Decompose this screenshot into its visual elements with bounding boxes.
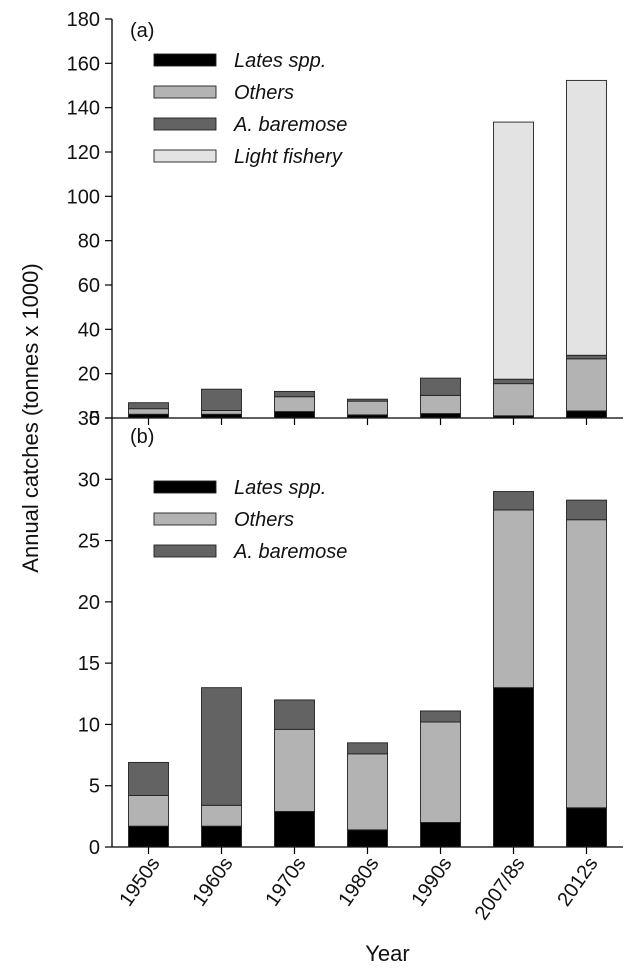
y-tick-label: 20 (78, 364, 100, 386)
bar-a-baremose-2012s (566, 499, 607, 521)
legend-swatch-lates-spp (153, 53, 217, 67)
bar-others-1980s (347, 400, 388, 416)
bar-others-2012s (566, 519, 607, 809)
bar-lates-spp-1970s (274, 411, 315, 419)
bar-a-baremose-1950s (128, 402, 169, 410)
bar-others-1980s (347, 753, 388, 831)
bar-a-baremose-1980s (347, 742, 388, 755)
bar-a-baremose-1960s (201, 687, 242, 806)
legend-swatch-a-baremose (153, 544, 217, 558)
y-tick-label: 15 (78, 653, 100, 675)
legend-label-a-baremose: A. baremose (233, 114, 347, 136)
bar-a-baremose-2007-8s (493, 491, 534, 511)
x-tick-label: 1960s (188, 853, 237, 910)
bar-others-2012s (566, 358, 607, 412)
legend-label-lates-spp: Lates spp. (234, 50, 326, 72)
panel-label: (a) (130, 20, 154, 42)
legend-swatch-others (153, 85, 217, 99)
bar-lates-spp-1980s (347, 414, 388, 419)
y-tick-label: 40 (78, 319, 100, 341)
bar-lates-spp-1950s (128, 413, 169, 419)
bar-others-2007-8s (493, 509, 534, 689)
bar-others-1960s (201, 410, 242, 415)
bar-a-baremose-1970s (274, 699, 315, 730)
bar-a-baremose-1950s (128, 761, 169, 796)
bar-a-baremose-1990s (420, 377, 461, 396)
y-tick-label: 35 (78, 408, 100, 430)
y-tick-label: 120 (67, 142, 100, 164)
bar-others-1950s (128, 408, 169, 415)
bar-lates-spp-1950s (128, 825, 169, 848)
legend-swatch-light-fishery (153, 149, 217, 163)
y-tick-label: 100 (67, 186, 100, 208)
bar-others-1990s (420, 394, 461, 415)
legend-swatch-lates-spp (153, 480, 217, 494)
panel-a: 0 20 40 60 80 100 120 140 160 180 (a) Lates spp. Oth… (67, 9, 623, 430)
bar-lates-spp-2012s (566, 807, 607, 848)
bar-others-1970s (274, 396, 315, 413)
legend-swatch-a-baremose (153, 117, 217, 131)
x-tick-label: 1980s (334, 853, 383, 910)
y-tick-label: 5 (89, 776, 100, 798)
legend-label-lates-spp: Lates spp. (234, 477, 326, 499)
y-tick-label: 160 (67, 53, 100, 75)
bar-a-baremose-1980s (347, 398, 388, 402)
panel-b: 0 5 10 15 20 25 30 35 (b) Lates spp. Others A. bare… (78, 408, 623, 859)
y-tick-label: 20 (78, 592, 100, 614)
legend: Lates spp. Others A. baremose Light fishery (153, 50, 347, 168)
legend-label-light-fishery: Light fishery (234, 146, 343, 168)
panel-label: (b) (130, 426, 154, 448)
x-tick-label: 1990s (407, 853, 456, 910)
y-tick-label: 0 (89, 837, 100, 859)
bar-others-1990s (420, 721, 461, 823)
bar-a-baremose-1960s (201, 388, 242, 411)
x-axis-title: Year (365, 941, 409, 966)
y-tick-label: 30 (78, 469, 100, 491)
bar-lates-spp-2012s (566, 410, 607, 419)
x-tick-label: 1950s (115, 853, 164, 910)
x-tick-label: 1970s (261, 853, 310, 910)
x-tick-label: 2012s (553, 853, 602, 910)
legend-swatch-others (153, 512, 217, 526)
bar-lates-spp-1990s (420, 413, 461, 419)
legend: Lates spp. Others A. baremose (153, 477, 347, 563)
x-tick-label: 2007/8s (471, 853, 530, 924)
legend-label-others: Others (234, 82, 294, 104)
bar-lates-spp-1960s (201, 825, 242, 848)
bar-a-baremose-2007-8s (493, 378, 534, 385)
bar-light-fishery-2007-8s (493, 121, 534, 380)
bar-lates-spp-2007-8s (493, 687, 534, 848)
bar-others-1950s (128, 795, 169, 827)
bar-a-baremose-1990s (420, 710, 461, 723)
bar-lates-spp-1990s (420, 822, 461, 848)
bar-light-fishery-2012s (566, 79, 607, 356)
bar-lates-spp-1960s (201, 413, 242, 419)
bar-a-baremose-1970s (274, 390, 315, 398)
y-tick-label: 80 (78, 231, 100, 253)
y-tick-label: 140 (67, 98, 100, 120)
bar-others-1960s (201, 804, 242, 827)
y-tick-label: 25 (78, 531, 100, 553)
y-axis-title: Annual catches (tonnes x 1000) (18, 263, 43, 572)
bar-others-1970s (274, 728, 315, 812)
bar-lates-spp-1980s (347, 829, 388, 848)
legend-label-others: Others (234, 509, 294, 531)
y-tick-label: 0 (89, 408, 100, 430)
y-tick-label: 60 (78, 275, 100, 297)
bar-others-2007-8s (493, 383, 534, 417)
y-tick-label: 10 (78, 714, 100, 736)
legend-label-a-baremose: A. baremose (233, 541, 347, 563)
bar-a-baremose-2012s (566, 354, 607, 360)
y-tick-label: 180 (67, 9, 100, 31)
bar-lates-spp-1970s (274, 811, 315, 848)
